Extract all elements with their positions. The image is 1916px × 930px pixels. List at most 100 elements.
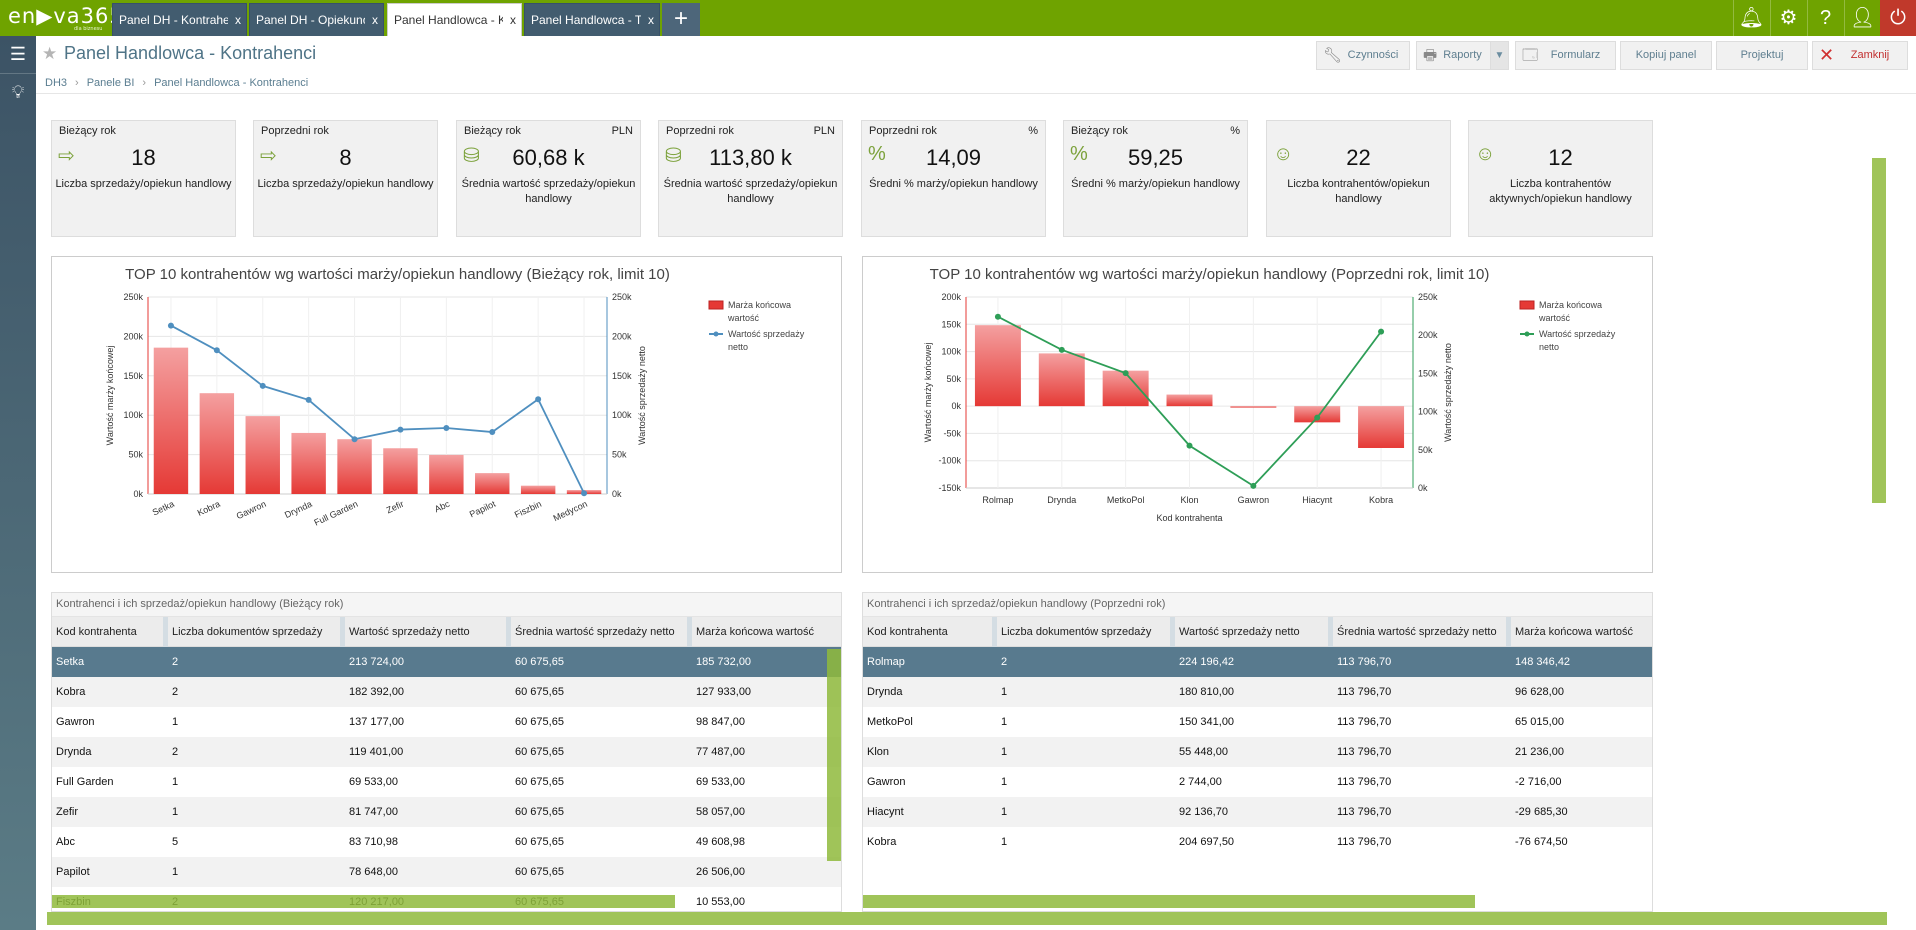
breadcrumb-item[interactable]: Panele BI (86, 77, 135, 89)
column-header[interactable]: Kod kontrahenta (52, 617, 168, 647)
table-row[interactable]: MetkoPol 1 150 341,00 113 796,70 65 015,00 (863, 707, 1652, 737)
tab-close-icon[interactable]: x (648, 13, 654, 27)
enova-logo[interactable]: en▶va365 dla biznesu (8, 4, 124, 32)
column-header[interactable]: Wartość sprzedaży netto (1175, 617, 1333, 647)
document-coins-icon: ⛁ (665, 145, 682, 167)
bell-icon[interactable]: 🔔︎ (1733, 0, 1769, 36)
table-cell: Abc (56, 836, 75, 848)
kpi-card[interactable]: ☺ 12 Liczba kontrahentów aktywnych/opiek… (1468, 120, 1653, 237)
table-row[interactable]: Hiacynt 1 92 136,70 113 796,70 -29 685,30 (863, 797, 1652, 827)
column-header[interactable]: Marża końcowa wartość (696, 626, 814, 638)
table-cell: 60 675,65 (515, 656, 564, 668)
tab-panel-dh-kontrahenci[interactable]: Panel DH - Kontrahencix (112, 3, 247, 36)
projektuj-button[interactable]: Projektuj (1716, 41, 1808, 70)
table-cell: Rolmap (867, 656, 905, 668)
table-cell: 58 057,00 (696, 806, 745, 818)
legend-swatch-point (1524, 331, 1530, 337)
kpi-card[interactable]: Poprzedni rok PLN ⛁ 113,80 k Średnia wart… (658, 120, 843, 237)
table-row[interactable]: Full Garden 1 69 533,00 60 675,65 69 533,00 (52, 767, 841, 797)
table-cell: Drynda (56, 746, 92, 758)
y2-tick-label: 200k (612, 331, 632, 341)
chart-title: TOP 10 kontrahentów wg wartości marży/op… (930, 266, 1490, 283)
y-tick-label: 0k (951, 401, 961, 411)
y-axis-title: Wartość marży końcowej (923, 343, 933, 443)
column-header[interactable]: Średnia wartość sprzedaży netto (511, 617, 692, 647)
column-header[interactable]: Liczba dokumentów sprzedaży (168, 617, 345, 647)
column-header[interactable]: Marża końcowa wartość (1515, 626, 1633, 638)
table-row[interactable]: Drynda 1 180 810,00 113 796,70 96 628,00 (863, 677, 1652, 707)
vertical-scrollbar[interactable] (827, 649, 841, 861)
table-row[interactable]: Kobra 2 182 392,00 60 675,65 127 933,00 (52, 677, 841, 707)
table-cell: MetkoPol (867, 716, 913, 728)
table-cell: 49 608,98 (696, 836, 745, 848)
favorite-star-icon[interactable]: ★ (42, 44, 58, 63)
table-row[interactable]: Gawron 1 137 177,00 60 675,65 98 847,00 (52, 707, 841, 737)
kpi-card[interactable]: Bieżący rok% % 59,25 Średni % marży/opie… (1063, 120, 1248, 237)
gear-icon[interactable]: ⚙ (1770, 0, 1806, 36)
tab-close-icon[interactable]: x (372, 13, 378, 27)
raporty-dropdown-button[interactable]: ▼ (1490, 41, 1509, 70)
tab-panel-dh-opiekunowie[interactable]: Panel DH - Opiekuno...x (249, 3, 384, 36)
table-cell: 60 675,65 (515, 776, 564, 788)
kopiuj-panel-button[interactable]: Kopiuj panel (1620, 41, 1712, 70)
table-row[interactable]: Zefir 1 81 747,00 60 675,65 58 057,00 (52, 797, 841, 827)
tab-close-icon[interactable]: x (235, 13, 241, 27)
menu-icon[interactable]: ☰ (9, 44, 27, 64)
column-header[interactable]: Liczba dokumentów sprzedaży (997, 617, 1175, 647)
bar (245, 416, 280, 494)
table-row[interactable]: Papilot 1 78 648,00 60 675,65 26 506,00 (52, 857, 841, 887)
line-point (397, 426, 404, 433)
page-vertical-scrollbar[interactable] (1872, 158, 1886, 503)
bar (429, 454, 464, 494)
kpi-card[interactable]: Poprzedni rok ⇨ 8 Liczba sprzedaży/opiek… (253, 120, 438, 237)
legend-label: Marża końcowa (1539, 300, 1602, 310)
tab-close-icon[interactable]: x (510, 13, 516, 27)
lightbulb-icon[interactable]: 💡︎ (0, 73, 36, 109)
formularz-button[interactable]: 🗔 Formularz (1515, 41, 1616, 70)
kpi-card[interactable]: Bieżący rok PLN ⛁ 60,68 k Średnia wartość… (456, 120, 641, 237)
tab-panel-handlowca-t[interactable]: Panel Handlowca - T... x (524, 3, 660, 36)
table-row[interactable]: Setka 2 213 724,00 60 675,65 185 732,00 (52, 647, 841, 677)
breadcrumb-item[interactable]: DH3 (45, 77, 68, 89)
kpi-card[interactable]: Bieżący rok ⇨ 18 Liczba sprzedaży/opieku… (51, 120, 236, 237)
add-tab-button[interactable]: + (662, 3, 700, 36)
x-tick-label: Drynda (283, 499, 314, 520)
table-row[interactable]: Gawron 1 2 744,00 113 796,70 -2 716,00 (863, 767, 1652, 797)
bar (153, 347, 189, 494)
page-horizontal-scrollbar[interactable] (47, 912, 1887, 925)
breadcrumb-separator-icon: › (142, 77, 147, 89)
power-icon[interactable]: ⏻ (1880, 0, 1916, 36)
table-row[interactable]: Klon 1 55 448,00 113 796,70 21 236,00 (863, 737, 1652, 767)
table-row[interactable]: Drynda 2 119 401,00 60 675,65 77 487,00 (52, 737, 841, 767)
legend-label: wartość (727, 313, 760, 323)
document-export-icon: ⇨ (260, 145, 277, 167)
table-cell: 98 847,00 (696, 716, 745, 728)
breadcrumb-item[interactable]: Panel Handlowca - Kontrahenci (154, 77, 309, 89)
column-header[interactable]: Kod kontrahenta (863, 617, 997, 647)
x-tick-label: Kobra (196, 499, 222, 518)
user-icon[interactable]: 👤︎ (1844, 0, 1880, 36)
table-cell: 92 136,70 (1179, 806, 1228, 818)
y2-tick-label: 200k (1418, 330, 1438, 340)
kpi-card[interactable]: ☺ 22 Liczba kontrahentów/opiekun handlow… (1266, 120, 1451, 237)
column-header[interactable]: Średnia wartość sprzedaży netto (1333, 617, 1511, 647)
kpi-card[interactable]: Poprzedni rok% % 14,09 Średni % marży/op… (861, 120, 1046, 237)
table-cell: 185 732,00 (696, 656, 752, 668)
x-tick-label: Setka (151, 499, 176, 518)
table-cell: 1 (1001, 686, 1008, 698)
table-row[interactable]: Rolmap 2 224 196,42 113 796,70 148 346,42 (863, 647, 1652, 677)
table-previous-year: Kontrahenci i ich sprzedaż/opiekun handl… (862, 592, 1653, 912)
column-header[interactable]: Wartość sprzedaży netto (345, 617, 511, 647)
table-cell: 2 (172, 746, 179, 758)
zamknij-button[interactable]: ✕ Zamknij (1812, 41, 1908, 70)
czynnosci-button[interactable]: 🔧︎ Czynności (1316, 41, 1410, 70)
horizontal-scrollbar[interactable] (863, 895, 1475, 908)
tab-panel-handlowca-kontrahenci[interactable]: Panel Handlowca - K...x (387, 3, 522, 36)
line-point (1122, 370, 1129, 377)
table-row[interactable]: Abc 5 83 710,98 60 675,65 49 608,98 (52, 827, 841, 857)
table-cell: 113 796,70 (1337, 656, 1392, 668)
table-cell: 96 628,00 (1515, 686, 1564, 698)
table-row[interactable]: Kobra 1 204 697,50 113 796,70 -76 674,50 (863, 827, 1652, 857)
help-icon[interactable]: ? (1807, 0, 1843, 36)
horizontal-scrollbar[interactable] (52, 895, 675, 908)
